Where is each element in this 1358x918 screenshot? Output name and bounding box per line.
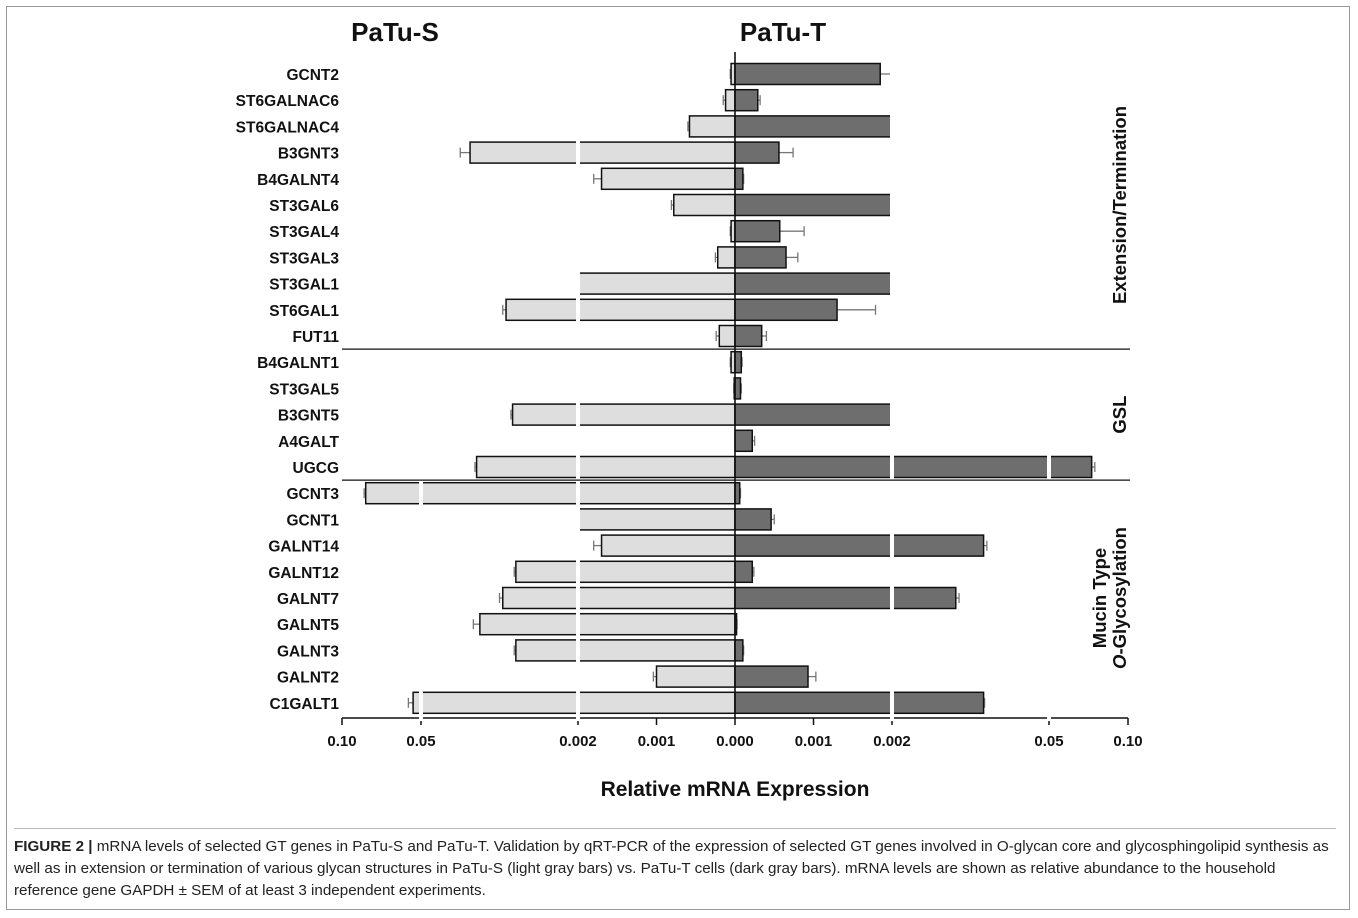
x-axis-break-3: [1047, 715, 1051, 721]
x-axis-break-1: [576, 715, 580, 721]
axis-break-gap-1: [576, 60, 580, 717]
category-label-galnt12: GALNT12: [268, 565, 339, 582]
bar-patu-s-c1galt1: [412, 691, 736, 715]
bar-patu-t-a4galt: [734, 429, 754, 453]
bar-patu-s-fut11: [718, 324, 736, 348]
bar-patu-t-galnt12: [734, 560, 754, 584]
bar-patu-s-gcnt1: [577, 508, 736, 531]
category-label-galnt2: GALNT2: [277, 670, 339, 687]
bar-patu-t-st3gal1: [734, 272, 893, 295]
category-label-st6galnac6: ST6GALNAC6: [236, 93, 340, 110]
x-tick-label-8: 0.10: [1113, 733, 1142, 750]
group-label-gsl: GSL: [1109, 396, 1130, 434]
group-label-mucin-type: Mucin Type: [1089, 548, 1110, 648]
category-label-galnt3: GALNT3: [277, 643, 339, 660]
category-label-b4galnt4: B4GALNT4: [257, 172, 339, 189]
bar-patu-s-galnt3: [515, 639, 736, 662]
bar-patu-t-galnt2: [734, 665, 809, 688]
bar-patu-s-galnt12: [515, 560, 736, 584]
category-label-gcnt1: GCNT1: [286, 512, 339, 529]
bar-patu-s-galnt2: [655, 665, 736, 688]
bar-patu-s-ugcg: [475, 455, 736, 479]
category-label-galnt14: GALNT14: [268, 539, 339, 556]
bar-patu-t-st3gal3: [734, 246, 787, 269]
group-label-extension-termination: Extension/Termination: [1109, 106, 1130, 304]
category-label-galnt5: GALNT5: [277, 617, 339, 634]
x-tick-label-4: 0.000: [716, 733, 754, 750]
bar-patu-t-b4galnt1: [734, 350, 743, 374]
category-label-st3gal3: ST3GAL3: [269, 250, 339, 267]
category-label-b3gnt5: B3GNT5: [278, 408, 340, 425]
category-label-gcnt2: GCNT2: [286, 67, 339, 84]
category-label-a4galt: A4GALT: [278, 434, 339, 451]
panel-title-patu-s: PaTu-S: [351, 17, 439, 47]
bar-patu-s-galnt14: [600, 534, 736, 557]
x-tick-label-5: 0.001: [795, 733, 833, 750]
italic-o: O: [1109, 654, 1130, 669]
bar-patu-t-st6galnac4: [734, 115, 893, 138]
bar-patu-t-gcnt2: [734, 62, 881, 86]
category-label-fut11: FUT11: [292, 329, 339, 346]
x-axis-break-2: [890, 715, 894, 721]
x-tick-label-0: 0.10: [327, 733, 356, 750]
category-label-ugcg: UGCG: [293, 460, 340, 477]
bar-patu-t-b3gnt3: [734, 141, 780, 164]
x-tick-label-1: 0.05: [406, 733, 435, 750]
group-label-o-glycosylation: O-Glycosylation: [1109, 527, 1130, 669]
x-axis-title: Relative mRNA Expression: [601, 778, 870, 801]
bar-patu-t-b3gnt5: [734, 403, 893, 426]
category-label-c1galt1: C1GALT1: [270, 696, 340, 713]
caption-text: mRNA levels of selected GT genes in PaTu…: [14, 838, 1329, 899]
bar-patu-t-fut11: [734, 324, 763, 348]
bar-patu-s-st3gal3: [716, 246, 736, 269]
axis-break-gap-0: [419, 60, 423, 717]
figure-label: FIGURE 2 |: [14, 838, 93, 855]
bar-patu-s-st6galnac6: [724, 88, 736, 112]
bar-patu-s-st3gal6: [673, 193, 736, 217]
bar-patu-t-galnt7: [734, 586, 957, 610]
bar-patu-s-galnt5: [479, 612, 736, 636]
category-label-gcnt3: GCNT3: [286, 486, 339, 503]
bar-patu-s-b4galnt4: [600, 167, 736, 191]
figure-caption: FIGURE 2 | mRNA levels of selected GT ge…: [14, 836, 1336, 902]
axis-break-gap-2: [890, 60, 894, 717]
bar-patu-s-b3gnt3: [469, 141, 736, 164]
category-label-st3gal4: ST3GAL4: [269, 224, 339, 241]
bar-patu-t-gcnt1: [734, 508, 772, 531]
bar-patu-t-b4galnt4: [734, 167, 744, 191]
axis-break-gap-3: [1047, 60, 1051, 717]
category-label-b3gnt3: B3GNT3: [278, 146, 340, 163]
caption-separator: [14, 828, 1336, 829]
bar-patu-t-st3gal6: [734, 193, 893, 217]
category-label-st3gal6: ST3GAL6: [269, 198, 339, 215]
bar-patu-t-st6galnac6: [734, 88, 759, 112]
x-tick-label-3: 0.001: [638, 733, 676, 750]
panel-title-patu-t: PaTu-T: [740, 17, 826, 47]
category-label-st3gal1: ST3GAL1: [269, 277, 339, 294]
x-axis-break-0: [419, 715, 423, 721]
category-label-b4galnt1: B4GALNT1: [257, 355, 339, 372]
diverging-bar-chart: PaTu-S PaTu-T GCNT2 ST6GALNAC6 ST6GALNAC4 B3…: [236, 17, 1143, 801]
bar-patu-s-st3gal1: [577, 272, 736, 295]
bar-patu-s-galnt7: [502, 586, 736, 610]
category-label-galnt7: GALNT7: [277, 591, 339, 608]
x-tick-label-7: 0.05: [1034, 733, 1063, 750]
category-label-st3gal5: ST3GAL5: [269, 381, 339, 398]
bar-patu-s-st6galnac4: [688, 115, 736, 138]
bar-patu-t-st3gal5: [734, 377, 742, 400]
bar-patu-t-st6gal1: [734, 298, 838, 322]
bar-patu-t-ugcg: [734, 455, 1093, 479]
bar-patu-t-galnt14: [734, 534, 985, 557]
bar-patu-t-galnt3: [734, 639, 744, 662]
x-tick-label-6: 0.002: [873, 733, 911, 750]
category-label-st6galnac4: ST6GALNAC4: [236, 119, 340, 136]
bar-patu-t-st3gal4: [734, 219, 781, 243]
bar-patu-t-c1galt1: [734, 691, 985, 715]
category-label-st6gal1: ST6GAL1: [269, 303, 339, 320]
x-tick-label-2: 0.002: [559, 733, 597, 750]
bar-patu-s-st6gal1: [505, 298, 736, 322]
bar-patu-s-b3gnt5: [511, 403, 736, 426]
